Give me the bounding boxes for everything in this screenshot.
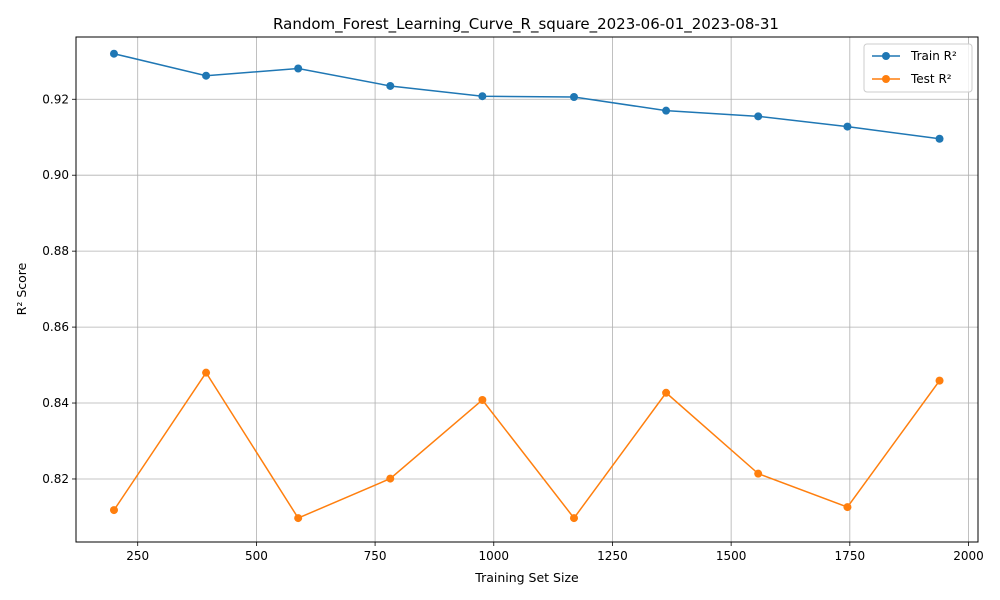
data-point (478, 395, 487, 404)
x-tick-label: 1000 (478, 549, 509, 563)
chart-title: Random_Forest_Learning_Curve_R_square_20… (273, 15, 779, 34)
data-point (202, 368, 211, 377)
grid (76, 37, 978, 542)
x-tick-label: 500 (245, 549, 268, 563)
data-point (294, 514, 303, 523)
x-tick-label: 2000 (953, 549, 984, 563)
data-point (478, 92, 487, 101)
legend: Train R² Test R² (863, 43, 973, 93)
series-test (109, 368, 944, 523)
y-axis-label: R² Score (14, 262, 29, 315)
series-line (113, 371, 941, 520)
data-point (569, 92, 578, 101)
data-point (843, 503, 852, 512)
legend-marker-train (882, 52, 890, 60)
legend-label-train: Train R² (910, 49, 957, 63)
y-tick-label: 0.82 (42, 472, 69, 486)
x-tick-label: 1500 (716, 549, 747, 563)
data-point (754, 469, 763, 478)
plot-frame (75, 36, 979, 543)
series-train (109, 49, 944, 143)
data-point (662, 388, 671, 397)
data-point (935, 376, 944, 385)
x-tick-label: 1750 (835, 549, 866, 563)
x-tick-label: 250 (126, 549, 149, 563)
ticks: 250 500 750 1000 1250 1500 1750 2000 0.82 0.84 0.8… (42, 92, 983, 563)
data-point (662, 106, 671, 115)
y-tick-label: 0.92 (42, 92, 69, 106)
y-tick-label: 0.90 (42, 168, 69, 182)
data-point (843, 122, 852, 131)
data-point (569, 514, 578, 523)
y-tick-label: 0.86 (42, 320, 69, 334)
data-point (294, 64, 303, 73)
data-point (202, 71, 211, 80)
data-point (109, 506, 118, 515)
data-point (754, 112, 763, 121)
x-axis-label: Training Set Size (474, 570, 579, 585)
data-point (386, 474, 395, 483)
data-point (935, 134, 944, 143)
y-tick-label: 0.88 (42, 244, 69, 258)
legend-label-test: Test R² (910, 72, 952, 86)
series-line (113, 52, 940, 140)
legend-marker-test (882, 75, 890, 83)
y-tick-label: 0.84 (42, 396, 69, 410)
data-point (109, 49, 118, 58)
data-point (386, 81, 395, 90)
series-layer (109, 49, 944, 523)
x-tick-label: 1250 (597, 549, 628, 563)
x-tick-label: 750 (364, 549, 387, 563)
